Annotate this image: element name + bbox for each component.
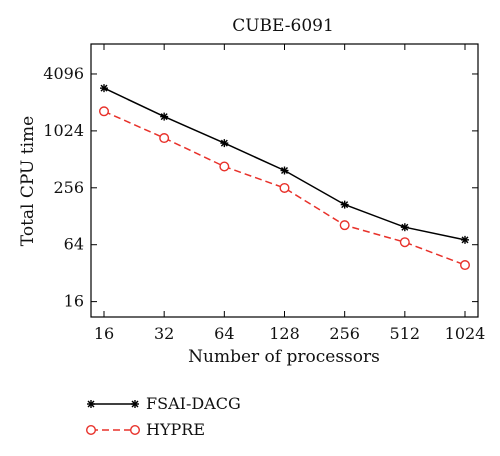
data-point-fsai-dacg	[100, 84, 108, 93]
y-axis-label: Total CPU time	[18, 116, 38, 246]
x-axis-label: Number of processors	[188, 347, 380, 367]
data-point-fsai-dacg	[220, 139, 229, 148]
y-tick-label: 64	[64, 235, 84, 254]
legend-item-hypre: HYPRE	[85, 420, 205, 439]
x-tick-label: 512	[390, 324, 421, 343]
y-axis: 16 64 256 1024 4096	[43, 64, 478, 311]
data-point-fsai-dacg	[461, 235, 469, 244]
data-point-hypre	[98, 106, 109, 117]
x-axis: 16 32 64 128 256 512 1024	[94, 44, 486, 343]
data-point-fsai-dacg	[280, 166, 289, 175]
legend-marker	[129, 425, 140, 436]
data-point-hypre	[159, 133, 170, 144]
x-tick-label: 256	[329, 324, 360, 343]
legend-marker	[85, 425, 96, 436]
x-tick-label: 32	[154, 324, 174, 343]
series-line-fsai-dacg	[103, 87, 466, 241]
x-tick-label: 1024	[445, 324, 486, 343]
legend-marker	[131, 400, 139, 408]
data-point-hypre	[279, 182, 290, 193]
plot-frame	[90, 43, 479, 318]
data-point-fsai-dacg	[160, 112, 169, 121]
legend-marker	[87, 400, 95, 408]
y-tick-label: 16	[64, 292, 84, 311]
x-tick-label: 128	[269, 324, 300, 343]
x-tick-label: 16	[94, 324, 114, 343]
data-point-hypre	[219, 161, 230, 172]
y-tick-label: 4096	[43, 64, 84, 83]
x-tick-label: 64	[214, 324, 234, 343]
data-point-fsai-dacg	[340, 200, 349, 209]
legend-label: FSAI-DACG	[146, 394, 241, 413]
legend-item-fsai-dacg: FSAI-DACG	[87, 394, 241, 413]
chart-title: CUBE-6091	[232, 16, 334, 36]
data-point-hypre	[399, 237, 410, 248]
y-tick-label: 1024	[43, 121, 84, 140]
y-tick-label: 256	[53, 178, 84, 197]
legend: FSAI-DACG HYPRE	[85, 394, 241, 439]
legend-label: HYPRE	[146, 420, 205, 439]
series-layer	[98, 84, 471, 271]
data-point-fsai-dacg	[400, 223, 409, 232]
data-point-hypre	[339, 220, 350, 231]
data-point-hypre	[460, 260, 471, 271]
